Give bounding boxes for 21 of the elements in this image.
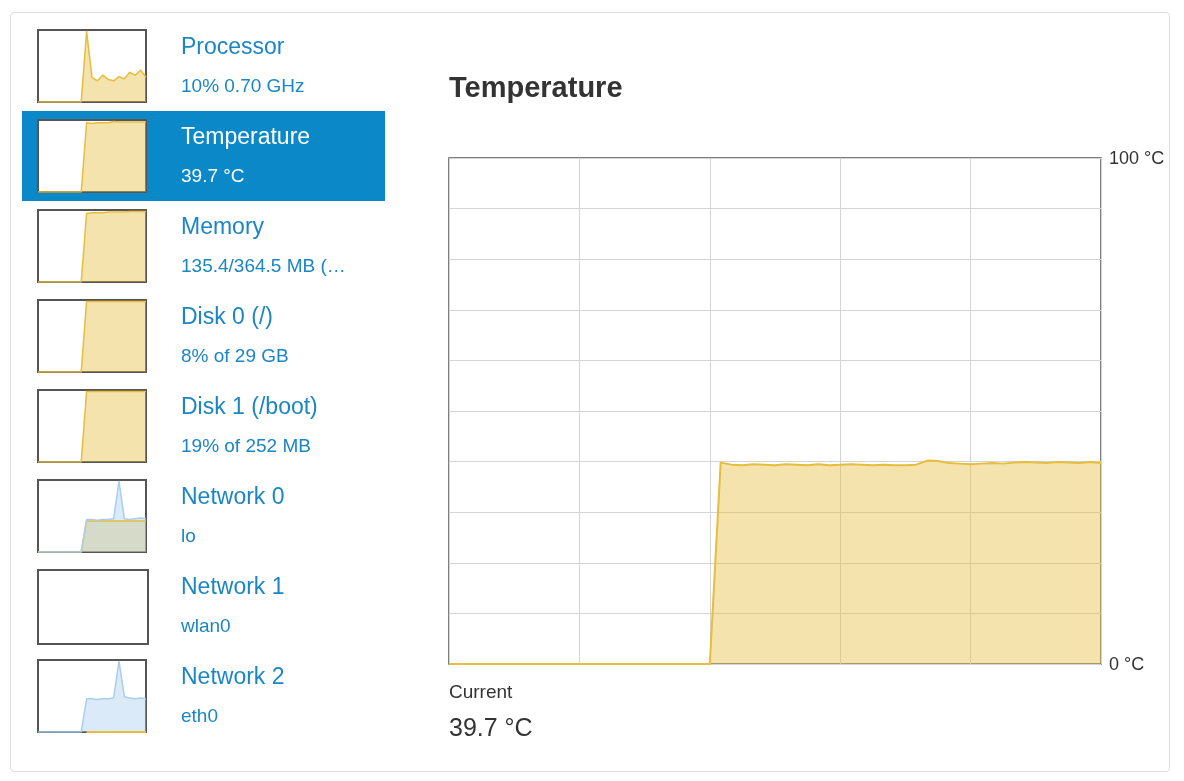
text: Network 1: [181, 573, 285, 600]
text: 135.4/364.5 MB (…: [181, 255, 346, 277]
text: 39.7 °C: [449, 713, 533, 742]
text: Disk 0 (/): [181, 303, 273, 330]
y-tick-label: 100 °C: [1109, 148, 1165, 168]
text: 19% of 252 MB: [181, 435, 311, 457]
text: eth0: [181, 705, 218, 727]
y-tick-label: 0 °C: [1109, 654, 1145, 674]
text: 39.7 °C: [181, 165, 245, 187]
text: lo: [181, 525, 196, 547]
text: Processor: [181, 33, 285, 60]
text: Disk 1 (/boot): [181, 393, 318, 420]
text: Network 0: [181, 483, 285, 510]
text: 8% of 29 GB: [181, 345, 289, 367]
text: wlan0: [181, 615, 231, 637]
chart-title: Temperature: [449, 71, 623, 104]
text: Memory: [181, 213, 265, 240]
text: Network 2: [181, 663, 285, 690]
text: Temperature: [181, 123, 311, 150]
text: Current: [449, 681, 513, 703]
text: 10% 0.70 GHz: [181, 75, 305, 97]
